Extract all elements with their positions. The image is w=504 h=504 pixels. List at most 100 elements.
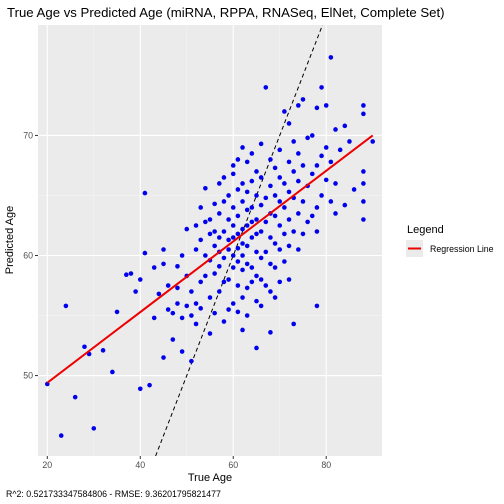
data-point [282, 205, 287, 210]
data-point [342, 202, 348, 208]
x-tick-label: 60 [228, 460, 238, 470]
data-point [333, 127, 338, 132]
data-point [319, 193, 324, 198]
data-point [272, 265, 278, 270]
data-point [244, 313, 250, 318]
data-point [361, 111, 366, 117]
data-point [314, 303, 320, 309]
data-point [319, 153, 324, 159]
data-point [221, 199, 227, 204]
data-point [198, 205, 204, 210]
data-point [254, 169, 259, 174]
legend-entry-regression-line: Regression Line [430, 244, 494, 254]
data-point [347, 139, 352, 144]
plot-panel [38, 25, 382, 456]
data-point [272, 193, 278, 198]
data-point [216, 181, 222, 186]
data-point [263, 85, 269, 90]
data-point [296, 178, 301, 184]
data-point [165, 307, 171, 312]
data-point [286, 159, 292, 165]
data-point [328, 199, 334, 204]
legend-title: Legend [407, 224, 444, 236]
data-point [189, 313, 194, 318]
data-point [300, 97, 306, 102]
data-point [277, 279, 283, 285]
data-point [282, 109, 287, 114]
data-point [309, 133, 315, 138]
data-point [282, 259, 287, 264]
data-point [226, 193, 231, 198]
data-point [63, 303, 69, 309]
data-point [272, 165, 278, 171]
data-point [165, 283, 171, 288]
data-point [370, 139, 376, 144]
data-point [161, 247, 166, 252]
data-point [323, 103, 329, 108]
data-point [305, 219, 310, 225]
data-point [235, 187, 241, 192]
data-point [249, 178, 255, 184]
x-axis-label: True Age [188, 472, 232, 484]
x-axis: 20 40 60 80 [42, 456, 331, 470]
data-point [216, 289, 222, 294]
data-point [221, 229, 227, 234]
x-tick-label: 80 [321, 460, 331, 470]
data-point [296, 103, 301, 108]
y-tick-label: 50 [23, 371, 33, 381]
data-point [221, 319, 227, 324]
data-point [286, 189, 292, 195]
data-point [161, 261, 166, 267]
data-point [282, 181, 287, 186]
data-point [161, 355, 166, 360]
data-point [230, 265, 236, 270]
data-point [305, 135, 310, 141]
data-point [137, 277, 143, 282]
data-point [258, 255, 264, 261]
data-point [235, 246, 241, 251]
data-point [189, 358, 194, 364]
data-point [207, 295, 213, 300]
data-point [175, 301, 180, 306]
data-point [240, 327, 245, 333]
x-tick-label: 20 [42, 460, 52, 470]
data-point [207, 231, 213, 237]
data-point [184, 226, 190, 232]
identity-line [155, 25, 323, 456]
grid-minor [38, 25, 382, 456]
data-point [230, 163, 236, 168]
data-point [170, 310, 176, 316]
data-point [226, 247, 231, 252]
data-point [142, 250, 148, 256]
data-point [212, 271, 217, 276]
data-point [300, 199, 306, 204]
data-point [235, 259, 241, 264]
data-point [268, 235, 273, 240]
data-point [263, 249, 269, 255]
data-point [323, 177, 329, 183]
data-point [230, 223, 236, 228]
data-point [189, 289, 194, 294]
data-point [272, 213, 278, 219]
data-point [156, 291, 162, 297]
data-point [203, 253, 208, 258]
data-point [198, 279, 204, 285]
data-point [216, 235, 222, 240]
data-point [314, 163, 320, 168]
data-point [244, 285, 250, 291]
data-point [230, 205, 236, 210]
data-point [268, 289, 273, 294]
data-point [100, 348, 106, 353]
y-tick-label: 70 [23, 130, 33, 140]
data-point [291, 229, 296, 234]
data-point [272, 295, 278, 300]
data-point [175, 264, 180, 269]
regression-layer [46, 134, 374, 384]
data-point [361, 103, 366, 108]
data-point [230, 235, 236, 240]
data-point [240, 226, 245, 232]
data-point [221, 279, 227, 285]
data-point [230, 301, 236, 306]
data-point [263, 283, 269, 288]
